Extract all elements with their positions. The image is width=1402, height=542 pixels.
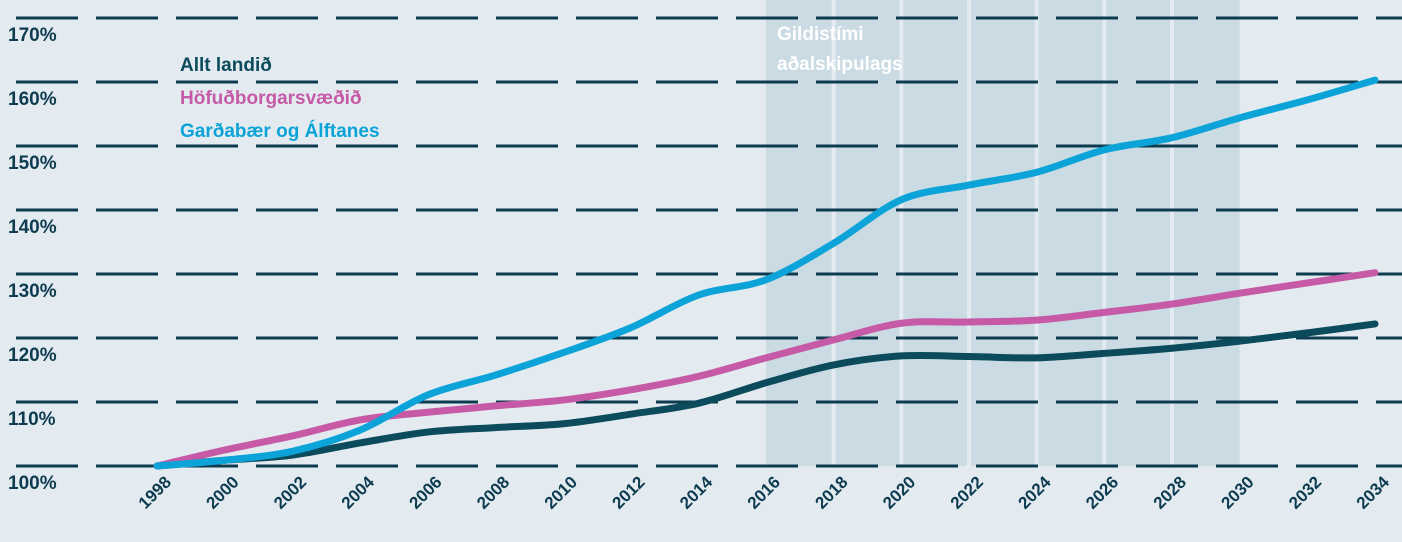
plan-period: [766, 0, 1240, 466]
y-tick-label: 130%: [8, 281, 57, 302]
y-tick-label: 140%: [8, 217, 57, 238]
y-tick-label: 170%: [8, 25, 57, 46]
y-tick-label: 100%: [8, 473, 57, 494]
x-tick-label: 1998: [135, 473, 175, 513]
series-line: [153, 76, 1379, 470]
y-tick-label: 110%: [8, 409, 56, 430]
x-tick-label: 2000: [202, 473, 242, 513]
x-tick-label: 2026: [1082, 473, 1122, 513]
legend-entry: Garðabær og Álftanes: [180, 120, 380, 142]
x-tick-label: 2010: [541, 473, 581, 513]
x-tick-label: 2022: [947, 473, 987, 513]
grid: [0, 16, 1402, 468]
legend-entry: Allt landið: [180, 55, 272, 76]
plan-column: [1038, 0, 1103, 466]
legend-entry: Höfuðborgarsvæðið: [180, 88, 362, 109]
y-tick-label: 160%: [8, 89, 57, 110]
series-line: [153, 269, 1379, 470]
x-tick-label: 2030: [1217, 473, 1257, 513]
y-tick-label: 120%: [8, 345, 57, 366]
annotation: aðalskipulags: [777, 54, 903, 75]
x-tick-label: 2004: [338, 472, 379, 513]
plan-column: [1174, 0, 1240, 466]
x-tick-label: 2028: [1150, 473, 1190, 513]
plan-column: [971, 0, 1035, 466]
x-tick-label: 2032: [1285, 473, 1325, 513]
x-tick-label: 2016: [744, 473, 784, 513]
x-tick-label: 2034: [1353, 472, 1394, 513]
plan-column: [1106, 0, 1170, 466]
x-tick-label: 2002: [270, 473, 310, 513]
x-tick-label: 2024: [1014, 472, 1055, 513]
series-line: [153, 320, 1379, 470]
y-tick-label: 150%: [8, 153, 57, 174]
x-tick-label: 2008: [473, 473, 513, 513]
annotation: Gildistími: [777, 24, 864, 45]
x-tick-label: 2012: [608, 473, 648, 513]
plan-column: [903, 0, 967, 466]
x-tick-label: 2018: [811, 473, 851, 513]
x-tick-label: 2014: [676, 472, 717, 513]
x-tick-label: 2006: [405, 473, 445, 513]
lines: [153, 76, 1379, 470]
x-tick-label: 2020: [879, 473, 919, 513]
plan-column: [766, 0, 832, 466]
